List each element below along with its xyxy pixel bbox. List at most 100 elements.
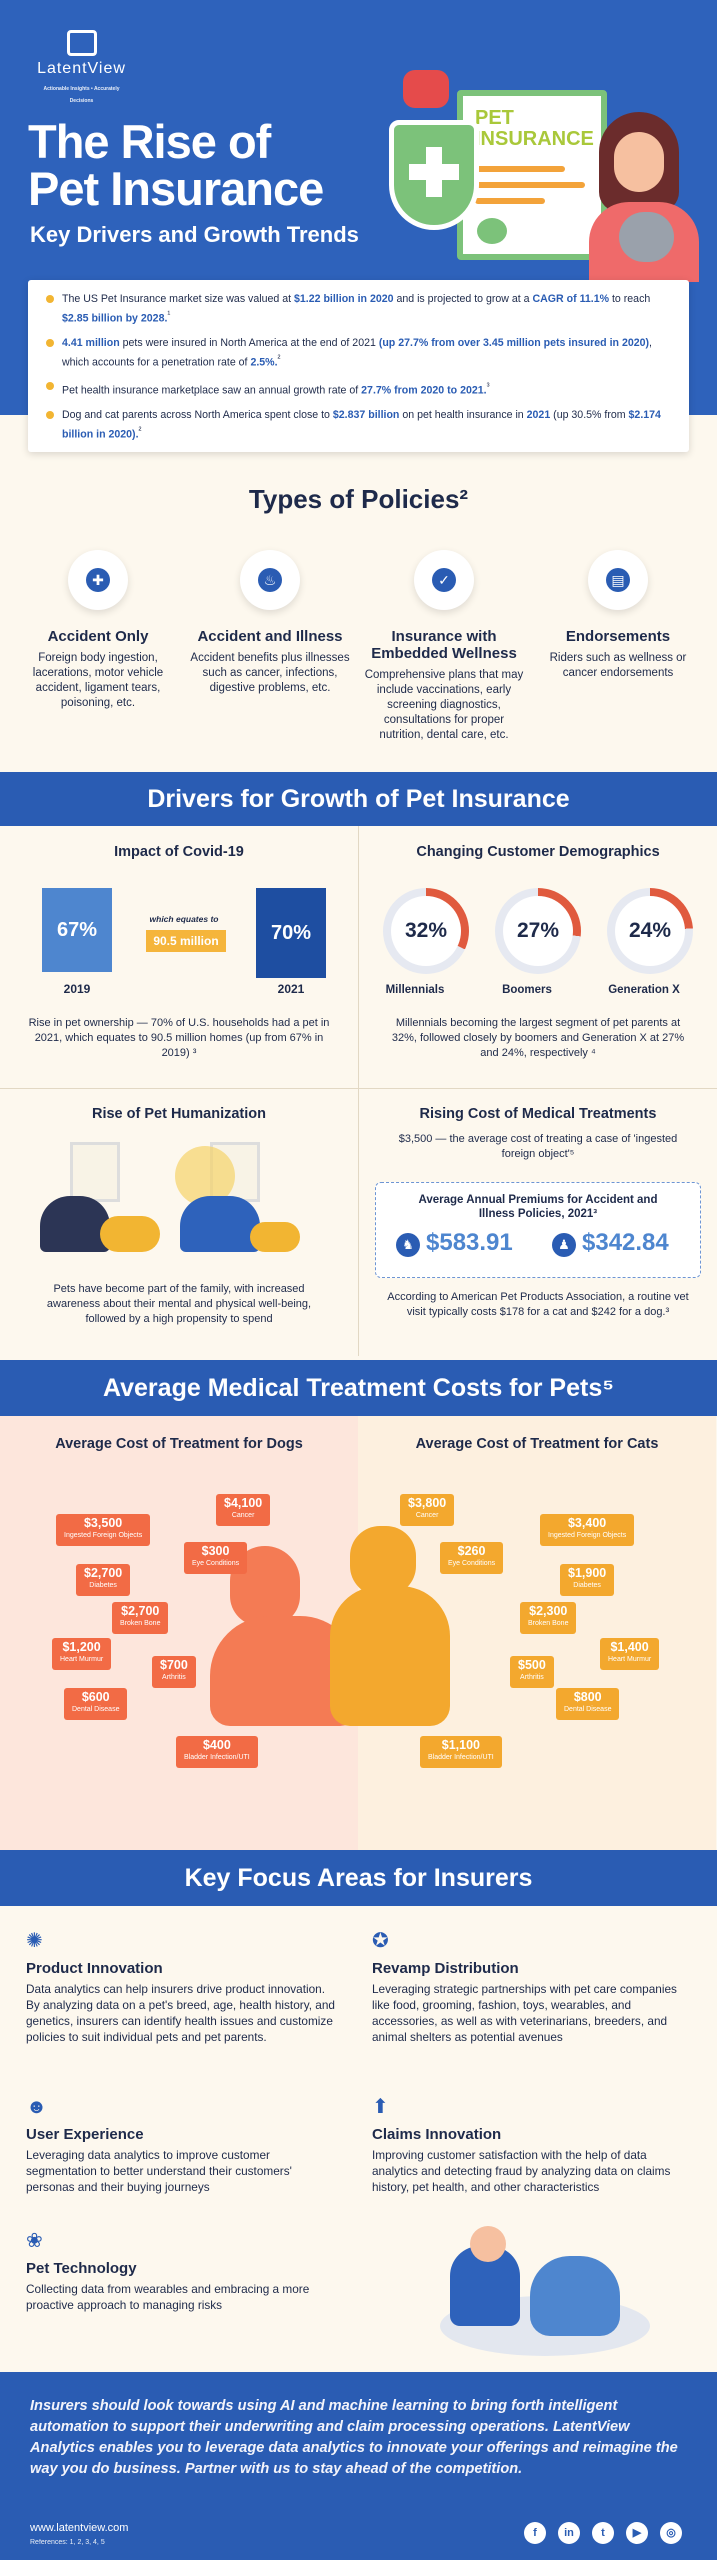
facebook-icon[interactable]: f (524, 2522, 546, 2544)
cost-value: $4,100 (224, 1496, 263, 1510)
cost-condition: Cancer (231, 1512, 255, 1519)
cat-illustration (330, 1526, 470, 1746)
cat-cost-tag: $1,100 Bladder Infection/UTI (420, 1736, 502, 1768)
cost-value: $2,700 (84, 1566, 123, 1580)
thermometer-icon: ♨ (240, 550, 300, 610)
cat-cost-tag: $260 Eye Conditions (440, 1542, 504, 1574)
dog-cost-tag: $700 Arthritis (152, 1656, 196, 1688)
references-text: References: 1, 2, 3, 4, 5 (30, 2539, 105, 2546)
dog-cost-tag: $2,700 Broken Bone (112, 1602, 169, 1634)
vet-visit-text: According to American Pet Products Assoc… (387, 1291, 689, 1318)
cost-condition: Arthritis (520, 1674, 544, 1681)
cat-cost-tag: $2,300 Broken Bone (520, 1602, 577, 1634)
linkedin-icon[interactable]: in (558, 2522, 580, 2544)
drivers-section: Impact of Covid-19 67% 70% which equates… (0, 826, 717, 1356)
bullet-icon (46, 295, 54, 303)
youtube-icon[interactable]: ▶ (626, 2522, 648, 2544)
cost-value: $300 (201, 1544, 230, 1558)
paw-icon (477, 218, 507, 244)
cost-value: $1,400 (610, 1640, 649, 1654)
policies-section: Types of Policies² ✚ Accident Only Foreig… (0, 460, 717, 772)
drivers-title: Drivers for Growth of Pet Insurance (0, 772, 717, 826)
premiums-title: Average Annual Premiums for Accident and… (418, 1194, 658, 1220)
cost-condition: Dental Disease (72, 1706, 120, 1713)
woman-with-cat-illustration (589, 112, 699, 282)
donut-label: Millennials (385, 984, 445, 996)
fact-item: The US Pet Insurance market size was val… (46, 292, 671, 327)
foreign-object-cost: $3,500 — the average cost of treating a … (398, 1133, 678, 1160)
cat-cost-tag: $800 Dental Disease (556, 1688, 620, 1720)
cat-cost-tag: $1,900 Diabetes (560, 1564, 615, 1596)
cost-condition: Dental Disease (564, 1706, 612, 1713)
upload-arrow-icon: ⬆ (372, 2096, 389, 2118)
cost-value: $700 (160, 1658, 188, 1672)
cat-premium: $342.84 (582, 1229, 669, 1256)
cost-condition: Arthritis (162, 1674, 186, 1681)
humanization-text: Pets have become part of the family, wit… (46, 1283, 312, 1325)
instagram-icon[interactable]: ◎ (660, 2522, 682, 2544)
paw-icon: ❀ (26, 2230, 43, 2252)
humanization-title: Rise of Pet Humanization (91, 1106, 267, 1122)
focus-product-innovation: ✺ Product Innovation Data analytics can he… (26, 1930, 335, 2044)
focus-claims-innovation: ⬆ Claims Innovation Improving customer sat… (372, 2096, 671, 2194)
policy-accident-illness: ♨ Accident and Illness Accident benefits … (190, 550, 350, 696)
dog-cost-tag: $300 Eye Conditions (184, 1542, 248, 1574)
brand-logo[interactable]: LatentView Actionable Insights • Accurat… (34, 30, 129, 104)
footer: Insurers should look towards using AI an… (0, 2372, 717, 2560)
focus-user-experience: ☻ User Experience Leveraging data analytic… (26, 2096, 292, 2194)
costs-title: Average Medical Treatment Costs for Pets… (0, 1360, 717, 1416)
bar-2021: 70% (256, 888, 326, 978)
bullet-icon (46, 410, 54, 419)
cost-value: $800 (573, 1690, 602, 1704)
cost-condition: Bladder Infection/UTI (428, 1754, 494, 1761)
cat-cost-tag: $500 Arthritis (510, 1656, 554, 1688)
cost-value: $260 (457, 1544, 486, 1558)
cost-value: $2,300 (529, 1604, 568, 1618)
cost-value: $1,900 (568, 1566, 607, 1580)
covid-impact-panel: Impact of Covid-19 67% 70% which equates… (0, 826, 358, 1088)
covid-title: Impact of Covid-19 (114, 844, 244, 860)
cat-cost-tag: $3,400 Ingested Foreign Objects (540, 1514, 635, 1546)
premiums-box: Average Annual Premiums for Accident and… (375, 1182, 701, 1278)
cost-value: $3,500 (83, 1516, 123, 1530)
brand-name: LatentView (37, 60, 126, 77)
logo-icon (66, 30, 97, 56)
cost-condition: Cancer (415, 1512, 439, 1519)
demographic-donut: 27% (495, 888, 581, 974)
cost-value: $1,200 (62, 1640, 101, 1654)
page-subtitle: Key Drivers and Growth Trends (30, 222, 359, 247)
households-value: 90.5 million (146, 930, 226, 952)
insurance-board: PET INSURANCE (457, 90, 607, 260)
key-facts-panel: The US Pet Insurance market size was val… (28, 280, 689, 452)
year-2021: 2021 (277, 982, 305, 996)
dog-cost-tag: $600 Dental Disease (64, 1688, 128, 1720)
focus-pet-technology: ❀ Pet Technology Collecting data from wear… (26, 2230, 310, 2312)
dog-cost-tag: $1,200 Heart Murmur (52, 1638, 112, 1670)
cost-value: $1,100 (441, 1738, 480, 1752)
dog-premium: $583.91 (426, 1229, 513, 1256)
donut-label: Generation X (608, 984, 680, 996)
website-link[interactable]: www.latentview.com (30, 2522, 129, 2534)
covid-text: Rise in pet ownership — 70% of U.S. hous… (28, 1017, 330, 1059)
policy-accident-only: ✚ Accident Only Foreign body ingestion, l… (18, 550, 178, 711)
call-to-action-text: Insurers should look towards using AI an… (30, 2398, 678, 2477)
cost-condition: Heart Murmur (608, 1656, 652, 1663)
cost-condition: Ingested Foreign Objects (548, 1532, 627, 1539)
document-icon: ▤ (588, 550, 648, 610)
equates-label: which equates to (149, 914, 219, 924)
medical-costs-panel: Rising Cost of Medical Treatments $3,500… (359, 1088, 717, 1356)
twitter-icon[interactable]: t (592, 2522, 614, 2544)
fact-item: Dog and cat parents across North America… (46, 408, 671, 443)
hero-illustration: PET INSURANCE (369, 40, 699, 290)
cost-value: $3,400 (567, 1516, 607, 1530)
cats-costs-title: Average Cost of Treatment for Cats (415, 1436, 659, 1452)
family-with-pets-illustration (30, 1136, 328, 1256)
cost-condition: Eye Conditions (192, 1560, 240, 1567)
cost-condition: Eye Conditions (448, 1560, 496, 1567)
cost-condition: Broken Bone (528, 1620, 569, 1627)
check-shield-icon: ✓ (414, 550, 474, 610)
donut-value: 27% (503, 896, 573, 966)
cat-icon: ♟ (552, 1233, 576, 1257)
dog-shield-icon: ✚ (68, 550, 128, 610)
fact-item: 4.41 million pets were insured in North … (46, 336, 671, 371)
